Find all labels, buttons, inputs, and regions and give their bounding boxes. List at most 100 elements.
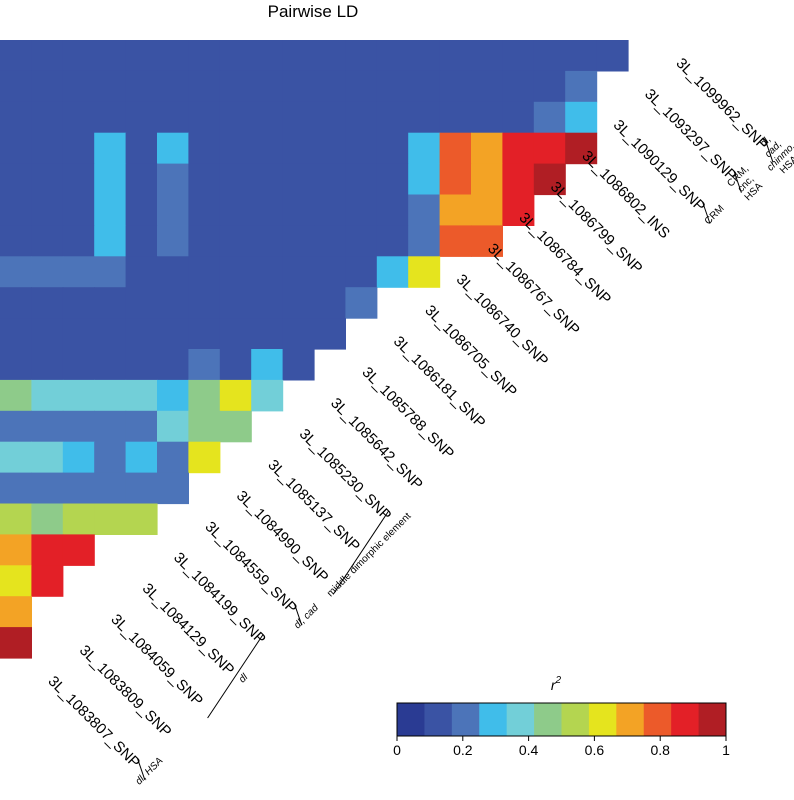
ld-cell (157, 40, 189, 72)
ld-cell (125, 379, 158, 412)
ld-cell (219, 101, 252, 134)
colorbar-tick-label: 0.8 (650, 742, 670, 758)
ld-cell (376, 132, 409, 165)
ld-cell (157, 472, 189, 505)
ld-cell (125, 349, 158, 381)
ld-cell (62, 163, 95, 196)
ld-cell (31, 565, 64, 597)
ld-cell (502, 194, 535, 226)
ld-cell (125, 132, 158, 165)
ld-cell (188, 40, 221, 72)
ld-cell (0, 101, 32, 134)
ld-cell (565, 101, 598, 134)
ld-cell (31, 534, 64, 566)
ld-cell (125, 194, 158, 226)
ld-cell (345, 256, 378, 288)
ld-cell (62, 349, 95, 381)
ld-cell (251, 132, 284, 165)
ld-cell (282, 163, 315, 196)
ld-cell (502, 40, 535, 72)
ld-cell (94, 410, 127, 443)
ld-cell (251, 40, 284, 72)
ld-cell (31, 441, 64, 474)
ld-cell (94, 256, 127, 288)
ld-cell (62, 472, 95, 505)
ld-cell (471, 163, 503, 196)
ld-cell (565, 40, 598, 72)
colorbar-swatch (424, 703, 453, 736)
ld-cell (125, 256, 158, 288)
ld-cell (533, 40, 566, 72)
ld-cell (251, 194, 284, 226)
ld-cell (251, 287, 284, 319)
ld-cell (408, 256, 441, 288)
ld-cell (376, 101, 409, 134)
ld-cell (188, 287, 221, 319)
ld-cell (31, 40, 64, 72)
ld-cell (188, 318, 221, 350)
ld-cell (125, 318, 158, 350)
ld-cell (345, 70, 378, 103)
ld-cell (157, 132, 189, 165)
ld-cell (62, 441, 95, 474)
ld-cell (408, 194, 441, 226)
ld-cell (251, 225, 284, 257)
ld-cell (314, 256, 346, 288)
ld-cell (314, 40, 346, 72)
colorbar-swatches (396, 702, 727, 737)
colorbar-tick-label: 0.4 (519, 742, 539, 758)
ld-cell (314, 132, 346, 165)
ld-cell (31, 318, 64, 350)
ld-cell (596, 40, 629, 72)
ld-cell (345, 194, 378, 226)
ld-cell (157, 194, 189, 226)
ld-cell (0, 503, 32, 535)
ld-cell (125, 410, 158, 443)
ld-cell (345, 163, 378, 196)
ld-cell (471, 101, 503, 134)
ld-cell (471, 225, 503, 257)
ld-cell (62, 318, 95, 350)
ld-cell (31, 349, 64, 381)
colorbar-swatch (451, 703, 480, 736)
ld-cell (31, 472, 64, 505)
ld-cell (439, 194, 472, 226)
ld-cell (188, 194, 221, 226)
ld-cell (533, 70, 566, 103)
ld-cell (251, 70, 284, 103)
ld-cell (0, 194, 32, 226)
ld-cell (376, 70, 409, 103)
ld-cell (188, 163, 221, 196)
ld-cell (439, 132, 472, 165)
ld-cell (188, 379, 221, 412)
ld-cell (282, 318, 315, 350)
ld-cell (345, 287, 378, 319)
ld-cell (502, 132, 535, 165)
ld-cell (282, 256, 315, 288)
colorbar-frame (396, 702, 727, 737)
ld-cell (0, 627, 32, 659)
ld-cell (94, 287, 127, 319)
ld-cell (31, 503, 64, 535)
ld-cell (533, 101, 566, 134)
ld-cell (408, 40, 441, 72)
ld-cell (94, 40, 127, 72)
ld-cell (251, 379, 284, 412)
colorbar-swatch (397, 703, 425, 736)
ld-cell (345, 225, 378, 257)
ld-cell (62, 70, 95, 103)
ld-cell (157, 349, 189, 381)
ld-cell (188, 441, 221, 474)
ld-cell (31, 379, 64, 412)
ld-cell (251, 318, 284, 350)
annotation-bracket (764, 140, 774, 162)
ld-cell (94, 163, 127, 196)
ld-cell (188, 101, 221, 134)
ld-cell (125, 40, 158, 72)
ld-cell (94, 132, 127, 165)
annotation-label: dl (237, 671, 251, 685)
ld-cell (125, 70, 158, 103)
ld-cell (502, 163, 535, 196)
ld-cell (282, 70, 315, 103)
ld-cell (62, 410, 95, 443)
